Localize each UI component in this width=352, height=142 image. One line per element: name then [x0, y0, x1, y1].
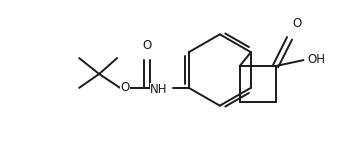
Text: O: O [293, 17, 302, 30]
Text: NH: NH [150, 83, 168, 96]
Text: OH: OH [308, 53, 326, 66]
Text: O: O [142, 39, 152, 52]
Text: O: O [120, 81, 130, 94]
